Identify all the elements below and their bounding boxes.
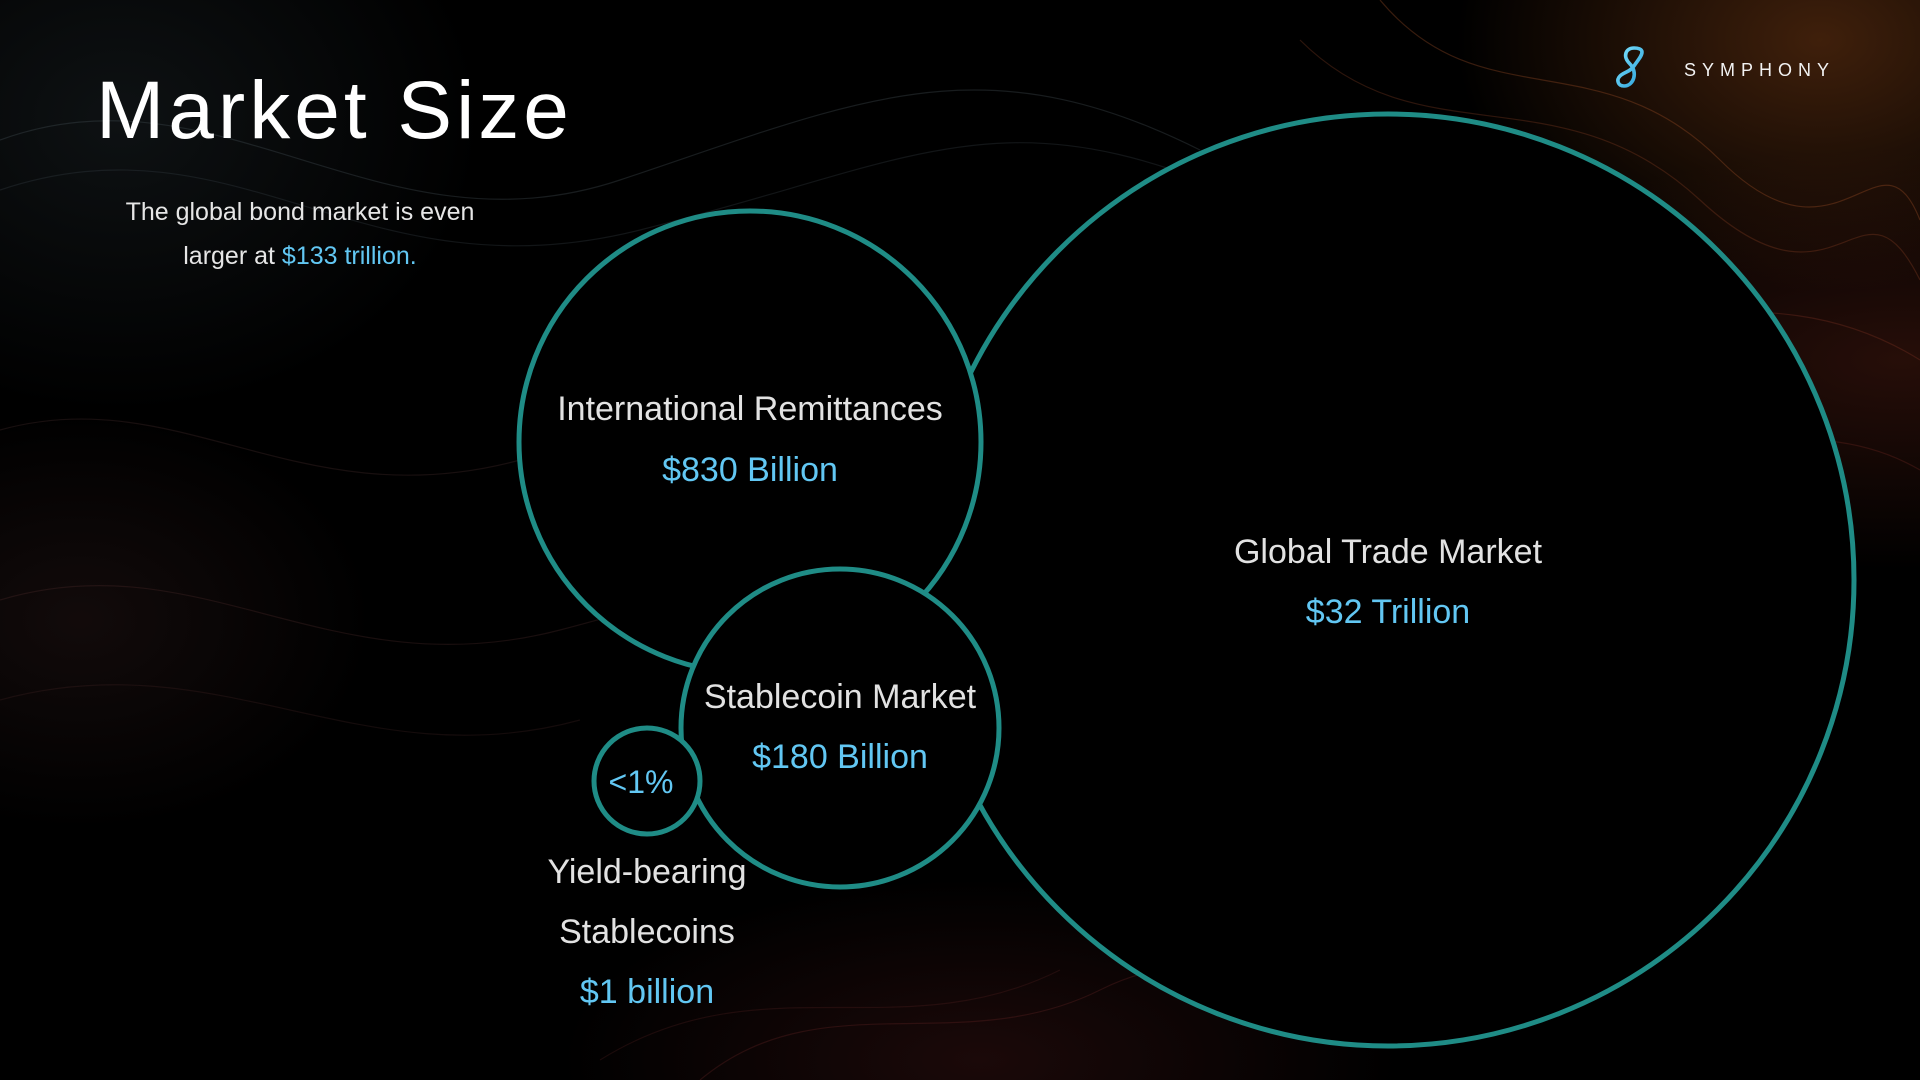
- brand-logo: SYMPHONY: [1604, 42, 1835, 99]
- stablecoin-label: Stablecoin Market: [704, 678, 977, 716]
- remittances-value: $830 Billion: [662, 451, 838, 489]
- yield-bearing-value: $1 billion: [580, 973, 714, 1011]
- yield-bearing-share: <1%: [609, 764, 674, 800]
- stablecoin-circle: [678, 566, 1002, 890]
- brand-name: SYMPHONY: [1684, 60, 1836, 80]
- subtitle-line-1: The global bond market is even: [125, 198, 475, 226]
- page-title: Market Size: [96, 65, 573, 156]
- yield-bearing-circle: [591, 725, 703, 837]
- subtitle: The global bond market is even larger at…: [100, 190, 500, 278]
- global-trade-circle: [919, 111, 1857, 1049]
- subtitle-line-2: larger at $133 trillion.: [100, 234, 500, 278]
- symphony-infinity-icon: [1604, 42, 1656, 99]
- yield-bearing-label-line-1: Yield-bearing: [547, 853, 746, 891]
- subtitle-line-2-prefix: larger at: [183, 242, 282, 270]
- global-trade-value: $32 Trillion: [1306, 593, 1470, 631]
- yield-bearing-label-line-2: Stablecoins: [559, 913, 735, 951]
- global-trade-label: Global Trade Market: [1234, 533, 1543, 571]
- stablecoin-value: $180 Billion: [752, 738, 928, 776]
- bond-market-value: $133 trillion.: [281, 242, 417, 270]
- remittances-label: International Remittances: [557, 390, 943, 428]
